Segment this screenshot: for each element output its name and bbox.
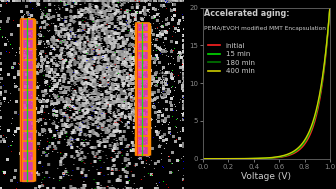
- Text: Accelerated aging:: Accelerated aging:: [204, 9, 290, 18]
- 400 min: [252, 157, 256, 160]
- Line: initial: initial: [203, 8, 330, 159]
- Line: 180 min: 180 min: [203, 8, 330, 159]
- 180 min: [288, 153, 292, 155]
- 15 min: [252, 157, 256, 160]
- 15 min: [328, 6, 332, 9]
- 15 min: [302, 142, 306, 144]
- 180 min: [328, 6, 332, 9]
- 15 min: [300, 145, 304, 147]
- Text: Current: Current: [160, 69, 169, 98]
- Line: 15 min: 15 min: [203, 8, 330, 159]
- Bar: [22, 19, 33, 181]
- 400 min: [300, 143, 304, 145]
- 400 min: [288, 152, 292, 154]
- Bar: [137, 23, 149, 155]
- 400 min: [328, 6, 332, 9]
- initial: [201, 158, 205, 160]
- 180 min: [300, 144, 304, 146]
- initial: [300, 146, 304, 149]
- 180 min: [302, 141, 306, 143]
- 15 min: [214, 158, 218, 160]
- initial: [328, 6, 332, 9]
- 15 min: [201, 158, 205, 160]
- initial: [288, 154, 292, 156]
- 180 min: [214, 158, 218, 160]
- Legend: initial, 15 min, 180 min, 400 min: initial, 15 min, 180 min, 400 min: [208, 43, 255, 74]
- initial: [214, 158, 218, 160]
- 400 min: [257, 157, 261, 160]
- 400 min: [302, 140, 306, 142]
- 180 min: [257, 157, 261, 160]
- 400 min: [214, 158, 218, 160]
- initial: [257, 157, 261, 160]
- Line: 400 min: 400 min: [203, 8, 330, 159]
- initial: [302, 144, 306, 146]
- X-axis label: Voltage (V): Voltage (V): [242, 172, 291, 181]
- Text: PEMA/EVOH modified MMT Encapsulation: PEMA/EVOH modified MMT Encapsulation: [204, 26, 326, 31]
- 15 min: [288, 153, 292, 155]
- 180 min: [201, 158, 205, 160]
- 15 min: [257, 157, 261, 160]
- Text: μA: μA: [169, 0, 181, 3]
- 180 min: [252, 157, 256, 160]
- 400 min: [201, 158, 205, 160]
- initial: [252, 157, 256, 160]
